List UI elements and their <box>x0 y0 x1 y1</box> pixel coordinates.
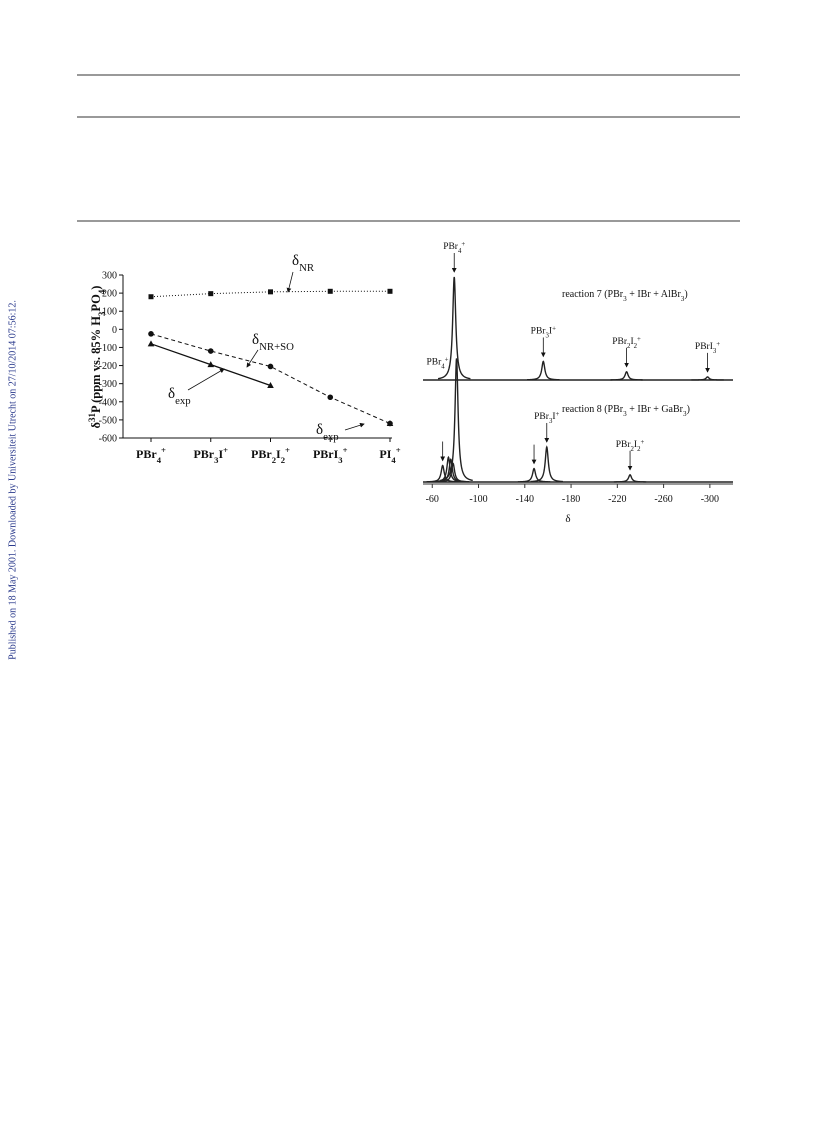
x-tick-label: -100 <box>469 494 487 505</box>
x-tick-label: -140 <box>516 494 534 505</box>
y-tick-label: 200 <box>102 289 117 300</box>
y-tick-label: -100 <box>99 343 117 354</box>
series-label: δexp <box>316 422 339 443</box>
point <box>387 288 393 294</box>
x-tick-label: -260 <box>654 494 672 505</box>
point <box>267 381 274 388</box>
point <box>327 394 334 401</box>
series-label: δexp <box>168 386 191 407</box>
y-tick-label: 0 <box>112 325 117 336</box>
trace-title: reaction 8 (PBr3 + IBr + GaBr3) <box>562 404 690 418</box>
x-tick-label: PI4+ <box>379 445 400 465</box>
peak-label: PBr2I2+ <box>612 335 641 349</box>
point <box>267 363 274 370</box>
point <box>207 361 215 368</box>
y-tick-label: -600 <box>99 434 117 445</box>
spectrum-peak <box>530 445 563 483</box>
spectrum-peak <box>437 276 471 380</box>
peak-label: PBr4+ <box>426 356 448 370</box>
annotation-arrow <box>286 271 294 293</box>
spectrum-peak <box>517 467 551 483</box>
annotation-arrow <box>344 422 365 431</box>
peak-label: PBr3I+ <box>531 325 556 339</box>
x-tick-label: PBr4+ <box>136 445 166 465</box>
y-tick-label: 100 <box>102 307 117 318</box>
series-line <box>150 290 390 298</box>
point <box>148 294 154 300</box>
y-tick-label: -200 <box>99 361 117 372</box>
y-axis-label: δ31P (ppm vs. 85% H3PO4) <box>87 286 107 429</box>
spectrum-peak <box>613 474 647 483</box>
spectrum-peak <box>426 464 459 483</box>
point <box>147 340 155 347</box>
x-tick-label: -60 <box>426 494 439 505</box>
spectrum-peak <box>440 358 473 482</box>
series-label: δNR+SO <box>252 332 294 353</box>
x-tick-label: -180 <box>562 494 580 505</box>
annotation-arrow <box>187 368 225 391</box>
series-label: δNR <box>292 253 315 274</box>
x-tick-label: PBr3I+ <box>193 445 228 465</box>
point <box>148 331 154 337</box>
point <box>386 420 394 427</box>
peak-label: PBr2I2+ <box>616 438 645 452</box>
x-tick-label: PBrI3+ <box>313 445 348 465</box>
x-tick-label: PBr2I2+ <box>251 445 290 465</box>
point <box>268 289 273 295</box>
annotation-arrow <box>246 349 259 368</box>
point <box>208 291 214 297</box>
y-tick-label: -400 <box>99 397 117 408</box>
spectrum-peak <box>527 360 560 381</box>
x-tick-label: -220 <box>608 494 626 505</box>
y-tick-label: -300 <box>99 379 117 390</box>
peak-label: PBr4+ <box>443 241 465 255</box>
x-axis-label: δ <box>565 513 570 525</box>
point <box>327 288 333 294</box>
trace-title: reaction 7 (PBr3 + IBr + AlBr3) <box>562 289 688 303</box>
side-note: Published on 18 May 2001. Downloaded by … <box>7 300 18 660</box>
spectrum-peak <box>436 462 470 483</box>
spectrum-peak <box>610 370 643 381</box>
peak-label: PBrI3+ <box>695 340 720 354</box>
y-tick-label: -500 <box>99 415 117 426</box>
series-line <box>150 333 391 424</box>
y-tick-label: 300 <box>102 271 117 282</box>
spectrum-peak <box>691 376 724 381</box>
peak-label: PBr3I+ <box>534 410 559 424</box>
point <box>207 348 214 354</box>
x-tick-label: -300 <box>701 494 719 505</box>
